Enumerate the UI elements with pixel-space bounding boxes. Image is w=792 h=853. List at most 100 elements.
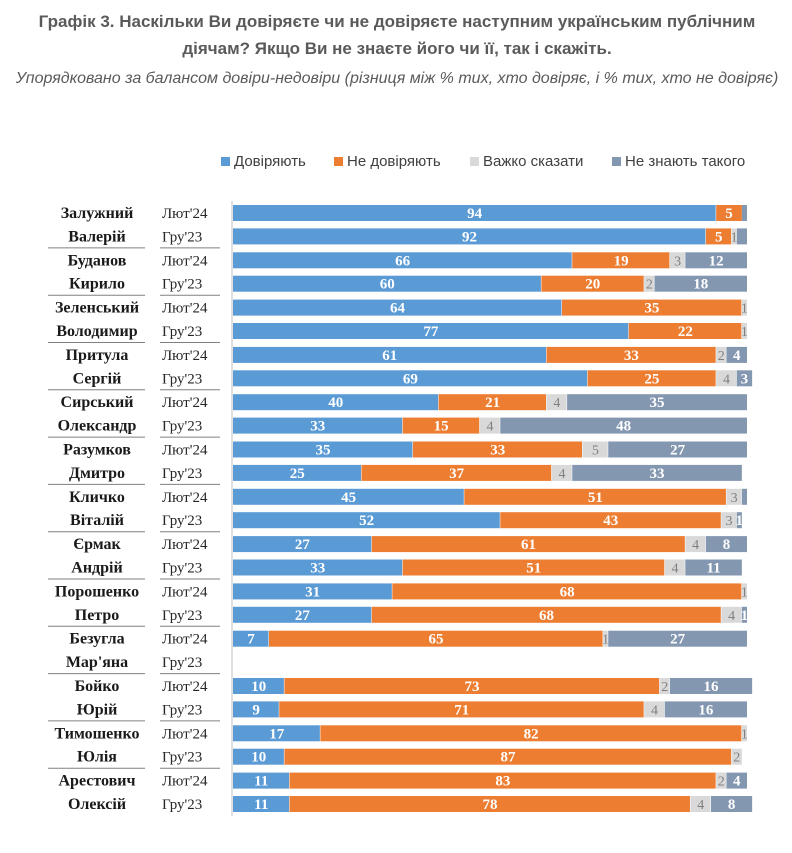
data-label: 1 [741, 325, 748, 340]
period-label: Гру'23 [162, 419, 202, 435]
data-label: 12 [709, 253, 724, 269]
bar-segment [500, 512, 722, 529]
person-name: Дмитро [69, 465, 125, 482]
bar-segment [233, 346, 547, 363]
bar-segment [541, 275, 645, 292]
bar-segment [669, 252, 686, 269]
data-label: 11 [706, 561, 720, 577]
bar-segment [741, 205, 747, 221]
bar-segment [361, 464, 552, 481]
period-label: Лют'24 [162, 537, 208, 553]
data-label: 3 [674, 254, 681, 269]
data-label: 1 [602, 633, 609, 648]
data-label: 78 [483, 797, 498, 813]
bar-segment [402, 559, 665, 576]
data-label: 2 [718, 775, 725, 790]
period-label: Лют'24 [162, 774, 208, 790]
person-name: Безугла [69, 631, 124, 648]
bar-segment [567, 394, 747, 411]
data-label: 31 [305, 584, 320, 600]
bar-segment [690, 796, 712, 812]
data-label: 4 [697, 798, 704, 813]
period-label: Гру'23 [162, 561, 202, 577]
data-label: 20 [585, 277, 600, 293]
bar-segment [402, 417, 480, 434]
bar-segment [438, 394, 547, 411]
data-label: 77 [423, 324, 439, 340]
data-label: 35 [650, 395, 665, 411]
data-label: 18 [693, 277, 708, 293]
data-label: 64 [390, 301, 406, 317]
data-label: 3 [731, 491, 738, 506]
period-label: Гру'23 [162, 324, 202, 340]
bar-segment [233, 252, 573, 269]
bar-segment [741, 725, 747, 742]
bar-segment [546, 346, 717, 363]
bar-segment [233, 748, 285, 765]
data-label: 33 [624, 348, 639, 364]
data-label: 17 [269, 726, 285, 742]
period-label: Лют'24 [162, 348, 208, 364]
bar-segment [392, 583, 742, 600]
legend-label-1: Не довіряють [347, 153, 441, 170]
person-name: Залужний [61, 205, 134, 222]
bar-segment [644, 701, 665, 718]
data-label: 2 [718, 349, 725, 364]
data-label: 35 [315, 443, 330, 459]
bar-segment [721, 512, 737, 529]
legend-swatch-1 [334, 157, 343, 166]
data-label: 33 [490, 443, 505, 459]
legend-label-2: Важко сказати [483, 153, 583, 170]
data-label: 87 [500, 750, 516, 766]
data-label: 1 [741, 585, 748, 600]
bar-segment [603, 630, 609, 647]
data-label: 71 [454, 702, 469, 718]
data-label: 82 [524, 726, 539, 742]
data-label: 43 [603, 513, 618, 529]
data-label: 21 [485, 395, 500, 411]
bar-segment [500, 417, 747, 434]
bar-segment [371, 606, 722, 623]
data-label: 4 [672, 562, 679, 577]
bar-segment [464, 488, 727, 505]
period-label: Лют'24 [162, 443, 208, 459]
data-label: 52 [359, 513, 374, 529]
legend-label-3: Не знають такого [625, 153, 745, 170]
data-label: 4 [651, 703, 658, 718]
bar-segment [716, 772, 727, 789]
bar-segment [731, 748, 742, 765]
legend-swatch-0 [221, 157, 230, 166]
data-label: 27 [295, 608, 311, 624]
data-label: 2 [733, 751, 740, 766]
period-label: Лют'24 [162, 490, 208, 506]
period-label: Гру'23 [162, 608, 202, 624]
bar-segment [587, 370, 717, 387]
person-name: Кличко [69, 489, 125, 506]
bar-segment [608, 630, 747, 647]
period-label: Гру'23 [162, 277, 202, 293]
period-label: Гру'23 [162, 513, 202, 529]
bar-segment [741, 606, 747, 623]
data-label: 4 [723, 372, 730, 387]
bar-segment [736, 228, 747, 245]
person-name: Володимир [56, 323, 137, 340]
bar-segment [741, 488, 747, 505]
bar-segment [233, 725, 321, 742]
data-label: 4 [733, 774, 741, 790]
bar-segment [233, 630, 269, 647]
period-label: Гру'23 [162, 797, 202, 813]
data-label: 33 [650, 466, 665, 482]
bar-segment [721, 606, 742, 623]
period-label: Лют'24 [162, 679, 208, 695]
bar-segment [726, 772, 747, 789]
data-label: 4 [487, 420, 494, 435]
data-label: 68 [539, 608, 554, 624]
data-label: 4 [553, 396, 560, 411]
bar-segment [705, 228, 732, 245]
data-label: 9 [252, 702, 260, 718]
bar-segment [479, 417, 501, 434]
bar-segment [289, 772, 717, 789]
bar-segment [233, 323, 629, 339]
bar-segment [233, 796, 290, 812]
bar-segment [664, 701, 747, 718]
